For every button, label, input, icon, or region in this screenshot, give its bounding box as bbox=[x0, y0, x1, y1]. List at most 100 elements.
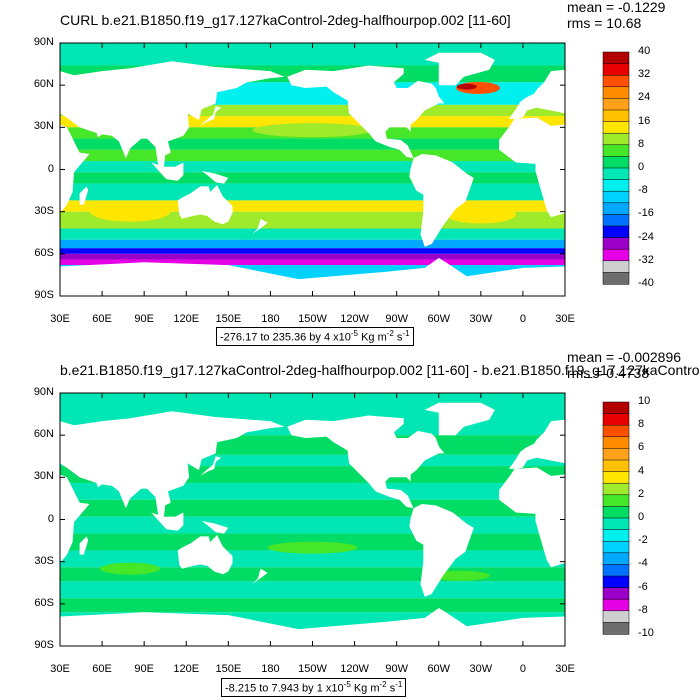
panel2-colorbar-swatch bbox=[602, 622, 630, 635]
panel2-colorbar-swatch bbox=[602, 494, 630, 508]
panel2-xtick-label: 120E bbox=[173, 663, 200, 675]
panel1-ocean-band bbox=[60, 228, 565, 240]
panel1-colorbar-swatch bbox=[602, 190, 630, 204]
panel2-xtick-label: 30E bbox=[555, 663, 575, 675]
panel1-colorbar-label: -32 bbox=[638, 253, 654, 266]
panel2-land-mass bbox=[287, 415, 445, 509]
panel2-land-mass bbox=[409, 504, 474, 597]
panel2-colorbar-swatch bbox=[602, 587, 630, 600]
panel1-xtick-label: 30E bbox=[50, 313, 70, 325]
panel1-land-mass bbox=[252, 218, 268, 235]
panel1-ytick-label: 90N bbox=[33, 36, 54, 48]
panel2-land-mass bbox=[499, 467, 565, 568]
panel2-colorbar-swatch bbox=[602, 424, 630, 438]
panel1-ocean-band bbox=[60, 104, 565, 117]
panel1-land-mass bbox=[287, 65, 445, 159]
panel2-ocean-band bbox=[60, 581, 565, 599]
panel2-ocean-band bbox=[60, 516, 565, 534]
panel1-xtick-label: 90W bbox=[385, 313, 408, 325]
panel1-ocean-band bbox=[60, 161, 565, 173]
panel2-colorbar-swatch bbox=[602, 540, 630, 554]
panel2-land-mass bbox=[79, 536, 89, 555]
panel1-land-mass bbox=[508, 69, 565, 119]
panel2-land-mass bbox=[177, 535, 233, 575]
panel1-colorbar-label: -8 bbox=[638, 184, 648, 197]
panel1-pacific-subtropical bbox=[252, 123, 373, 138]
panel1-land-mass bbox=[409, 154, 474, 247]
panel2-rms: rms = 0.4738 bbox=[567, 365, 650, 381]
panel1-land-mass bbox=[151, 162, 184, 181]
panel1-land-mass bbox=[0, 117, 90, 219]
panel1-colorbar-label: 0 bbox=[638, 161, 645, 173]
panel1-ytick-label: 30S bbox=[34, 204, 54, 217]
panel2-colorbar-label: -4 bbox=[638, 557, 648, 570]
panel2-xtick-label: 30W bbox=[469, 663, 493, 675]
panel1-ocean-band bbox=[60, 183, 565, 201]
panel2-colorbar-swatch bbox=[602, 459, 630, 473]
panel1-land-mass bbox=[177, 185, 233, 225]
panel1-ocean-band bbox=[60, 138, 565, 150]
panel2-xtick-label: 30E bbox=[50, 663, 70, 675]
panel2-colorbar-label: -6 bbox=[638, 580, 648, 593]
panel2-colorbar-swatch bbox=[602, 575, 630, 589]
panel2-colorbar-label: 6 bbox=[638, 441, 645, 454]
panel2-xtick-label: 90W bbox=[385, 663, 408, 675]
panel2-colorbar-swatch bbox=[602, 552, 630, 566]
panel1-colorbar-swatch bbox=[602, 248, 630, 262]
panel1-ocean-band bbox=[60, 172, 565, 184]
panel2-title: b.e21.B1850.f19_g17.127kaControl-2deg-ha… bbox=[60, 362, 700, 378]
panel1-colorbar-label: -24 bbox=[638, 230, 654, 243]
panel1-north-atlantic-peak bbox=[456, 83, 477, 90]
panel2-land-mass bbox=[60, 411, 285, 519]
panel1-ocean-band bbox=[60, 248, 565, 254]
panel1-land-mass bbox=[79, 186, 89, 205]
panel1-ytick-label: 30N bbox=[33, 120, 54, 133]
panel2-ytick-label: 60N bbox=[33, 428, 54, 441]
panel2-ocean-band bbox=[60, 482, 565, 500]
panel1-colorbar-swatch bbox=[602, 179, 630, 192]
panel1-xtick-label: 120E bbox=[173, 313, 200, 325]
panel1-land-mass bbox=[499, 117, 565, 218]
panel2-land-mass bbox=[200, 456, 222, 476]
panel2-colorbar-label: 8 bbox=[638, 418, 645, 431]
panel1-land-mass bbox=[424, 52, 495, 86]
panel1-colorbar-label: 32 bbox=[638, 68, 651, 81]
panel1-colorbar-label: 40 bbox=[638, 45, 651, 57]
panel2-xtick-label: 0 bbox=[519, 663, 526, 675]
panel2-xtick-label: 180 bbox=[261, 663, 280, 675]
panel1-colorbar-swatch bbox=[602, 109, 630, 123]
panel2-colorbar-label: 0 bbox=[638, 511, 645, 523]
panel2-ocean-band bbox=[60, 499, 565, 517]
panel2-colorbar-label: -10 bbox=[638, 627, 654, 639]
panel2-ytick-label: 30S bbox=[34, 554, 54, 567]
panel1-atlantic-subtropical bbox=[445, 205, 516, 224]
panel1-colorbar-swatch bbox=[602, 214, 630, 227]
panel1-colorbar-swatch bbox=[602, 132, 630, 146]
panel2-colorbar-swatch bbox=[602, 529, 630, 542]
panel1-xtick-label: 60W bbox=[427, 313, 451, 325]
panel1-mean: mean = -0.1229 bbox=[567, 0, 666, 15]
panel1-colorbar-label: 24 bbox=[638, 91, 651, 104]
panel2-ocean-band bbox=[60, 454, 565, 467]
panel1-ocean-band bbox=[60, 116, 565, 128]
panel1-xtick-label: 60E bbox=[92, 313, 112, 325]
panel2-ytick-label: 60S bbox=[34, 596, 54, 609]
panel1-colorbar-swatch bbox=[602, 237, 630, 250]
panel1-ocean-band bbox=[60, 200, 565, 212]
panel1-ocean-band bbox=[60, 253, 565, 260]
panel1-colorbar-swatch bbox=[602, 144, 630, 158]
panel1-ytick-label: 0 bbox=[47, 162, 54, 175]
panel2-land-mass bbox=[151, 512, 184, 531]
panel2-pacific-patch bbox=[267, 541, 358, 554]
panel2-colorbar-label: 2 bbox=[638, 487, 645, 500]
panel2-ytick-label: 90N bbox=[33, 386, 54, 398]
panel1-colorbar-swatch bbox=[602, 202, 630, 216]
panel2-colorbar-label: 10 bbox=[638, 395, 651, 407]
panel1-xtick-label: 150W bbox=[298, 313, 327, 325]
panel1-xtick-label: 150E bbox=[215, 313, 242, 325]
panel2-land-mass bbox=[201, 520, 229, 534]
panel2-colorbar-swatch bbox=[602, 506, 630, 519]
panel1-land-mass bbox=[201, 170, 229, 184]
panel1-xtick-label: 180 bbox=[261, 313, 280, 325]
